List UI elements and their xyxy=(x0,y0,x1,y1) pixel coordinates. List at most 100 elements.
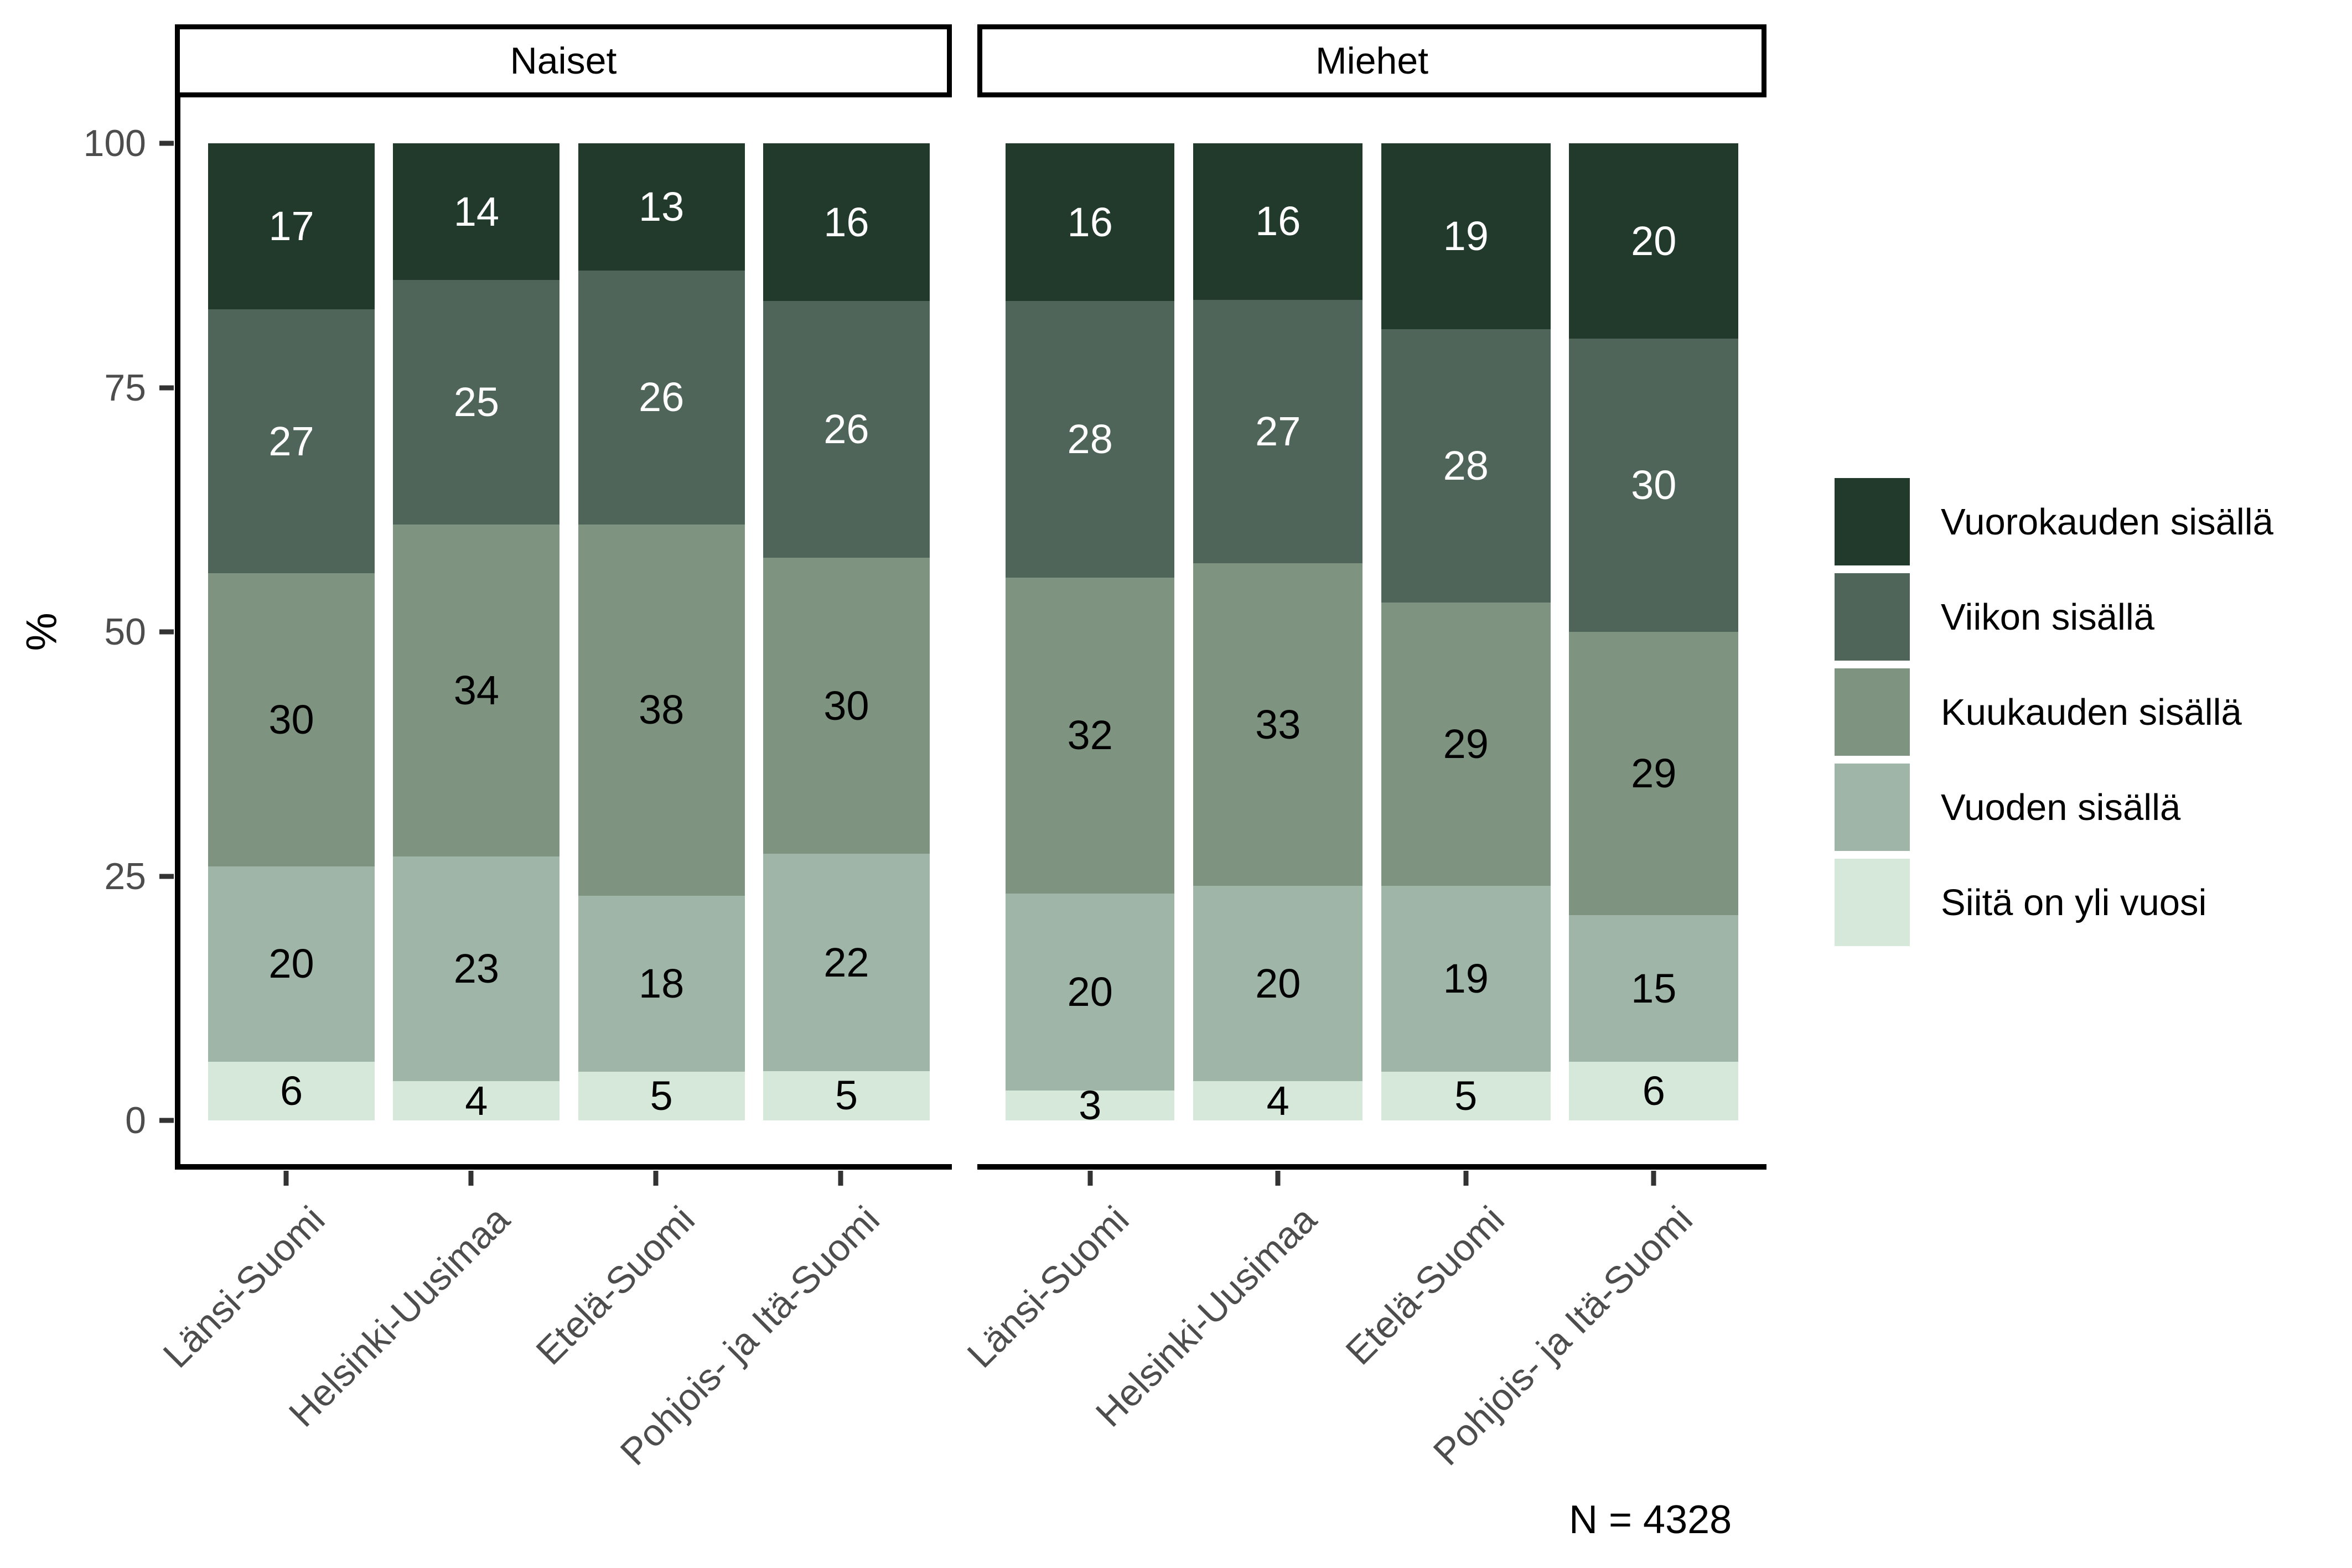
bar-segment: 28 xyxy=(1381,329,1551,603)
legend-color-swatch xyxy=(1835,478,1910,565)
bar-segment: 5 xyxy=(763,1071,930,1120)
segment-value-label: 16 xyxy=(823,199,869,245)
panel-naiset: 17 27 30 20 6 14 25 34 23 4 13 26 38 18 5 16 26 30 22 5 xyxy=(175,97,952,1170)
segment-value-label: 14 xyxy=(453,188,499,235)
bar-segment: 38 xyxy=(578,524,745,896)
segment-value-label: 16 xyxy=(1255,198,1301,245)
facet-strip-naiset: Naiset xyxy=(175,24,952,97)
bar-segment: 5 xyxy=(1381,1071,1551,1120)
legend-label: Siitä on yli vuosi xyxy=(1941,881,2207,923)
bar-miehet-2: 16 27 33 20 4 xyxy=(1193,143,1362,1121)
bar-segment: 6 xyxy=(1569,1062,1739,1120)
segment-value-label: 5 xyxy=(650,1072,673,1119)
y-tick-mark xyxy=(159,141,174,146)
bar-segment: 26 xyxy=(763,301,930,558)
legend-item: Kuukauden sisällä xyxy=(1835,668,2273,756)
bar-segment: 30 xyxy=(1569,339,1739,632)
bar-segment: 19 xyxy=(1381,886,1551,1072)
segment-value-label: 20 xyxy=(1255,960,1301,1006)
bar-segment: 34 xyxy=(393,524,560,857)
segment-value-label: 23 xyxy=(453,946,499,992)
y-tick-mark xyxy=(159,629,174,635)
segment-value-label: 16 xyxy=(1067,199,1113,245)
bar-segment: 27 xyxy=(1193,299,1362,564)
segment-value-label: 6 xyxy=(1642,1067,1665,1114)
bar-segment: 20 xyxy=(208,866,375,1062)
segment-value-label: 28 xyxy=(1443,442,1489,489)
legend-label: Kuukauden sisällä xyxy=(1941,691,2242,733)
segment-value-label: 20 xyxy=(268,941,314,987)
y-tick-label: 100 xyxy=(83,122,146,164)
y-tick-mark xyxy=(159,385,174,390)
bar-segment: 13 xyxy=(578,143,745,271)
segment-value-label: 38 xyxy=(638,687,685,733)
sample-size-note: N = 4328 xyxy=(1569,1498,1732,1542)
bar-segment: 16 xyxy=(763,143,930,302)
x-axis-label: Länsi-Suomi xyxy=(959,1198,1137,1376)
bar-segment: 17 xyxy=(208,143,375,310)
y-tick-label: 25 xyxy=(104,855,146,897)
legend-item: Vuorokauden sisällä xyxy=(1835,478,2273,565)
y-tick-mark xyxy=(159,1118,174,1123)
x-tick-mark xyxy=(653,1171,659,1186)
y-tick-label: 50 xyxy=(104,611,146,653)
bar-naiset-2: 14 25 34 23 4 xyxy=(393,143,560,1124)
legend-label: Viikon sisällä xyxy=(1941,596,2155,638)
x-tick-mark xyxy=(1275,1171,1281,1186)
bar-segment: 26 xyxy=(578,270,745,525)
segment-value-label: 26 xyxy=(638,374,685,420)
facet-strip-label: Naiset xyxy=(510,40,617,82)
bar-segment: 18 xyxy=(578,895,745,1072)
segment-value-label: 20 xyxy=(1631,217,1677,264)
bar-segment: 33 xyxy=(1193,563,1362,886)
bar-segment: 25 xyxy=(393,280,560,525)
segment-value-label: 29 xyxy=(1443,721,1489,767)
bar-segment: 6 xyxy=(208,1062,375,1120)
segment-value-label: 20 xyxy=(1067,969,1113,1015)
segment-value-label: 19 xyxy=(1443,955,1489,1001)
bar-segment: 19 xyxy=(1381,143,1551,329)
bar-segment: 32 xyxy=(1005,577,1175,894)
segment-value-label: 28 xyxy=(1067,416,1113,463)
legend-label: Vuoden sisällä xyxy=(1941,786,2181,828)
legend-color-swatch xyxy=(1835,573,1910,661)
bar-segment: 14 xyxy=(393,143,560,281)
legend-item: Siitä on yli vuosi xyxy=(1835,859,2273,946)
x-axis-label: Etelä-Suomi xyxy=(1338,1198,1513,1373)
segment-value-label: 27 xyxy=(1255,408,1301,454)
bar-segment: 22 xyxy=(763,854,930,1071)
segment-value-label: 5 xyxy=(1454,1072,1478,1119)
segment-value-label: 27 xyxy=(268,418,314,464)
facet-strip-miehet: Miehet xyxy=(977,24,1766,97)
bar-miehet-1: 16 28 32 20 3 xyxy=(1005,143,1175,1126)
bar-segment: 29 xyxy=(1381,603,1551,886)
segment-value-label: 30 xyxy=(268,696,314,743)
bar-segment: 4 xyxy=(1193,1080,1362,1121)
bar-segment: 16 xyxy=(1193,143,1362,300)
segment-value-label: 32 xyxy=(1067,712,1113,759)
bar-segment: 5 xyxy=(578,1071,745,1120)
y-tick-label: 75 xyxy=(104,366,146,409)
y-tick-label: 0 xyxy=(125,1099,146,1141)
segment-value-label: 15 xyxy=(1631,965,1677,1011)
bar-segment: 28 xyxy=(1005,301,1175,578)
legend-color-swatch xyxy=(1835,859,1910,946)
x-tick-mark xyxy=(838,1171,843,1186)
segment-value-label: 30 xyxy=(823,682,869,729)
bar-segment: 27 xyxy=(208,309,375,574)
x-tick-mark xyxy=(1463,1171,1469,1186)
legend-item: Viikon sisällä xyxy=(1835,573,2273,661)
bar-segment: 16 xyxy=(1005,143,1175,302)
bar-segment: 29 xyxy=(1569,631,1739,916)
segment-value-label: 6 xyxy=(279,1067,303,1114)
legend-label: Vuorokauden sisällä xyxy=(1941,501,2273,543)
segment-value-label: 4 xyxy=(465,1077,488,1124)
bar-segment: 4 xyxy=(393,1077,560,1124)
segment-value-label: 17 xyxy=(268,203,314,250)
bar-segment: 3 xyxy=(1005,1085,1175,1126)
bar-segment: 23 xyxy=(393,856,560,1082)
bar-segment: 30 xyxy=(763,558,930,854)
bar-naiset-3: 13 26 38 18 5 xyxy=(578,143,745,1120)
segment-value-label: 34 xyxy=(453,667,499,713)
